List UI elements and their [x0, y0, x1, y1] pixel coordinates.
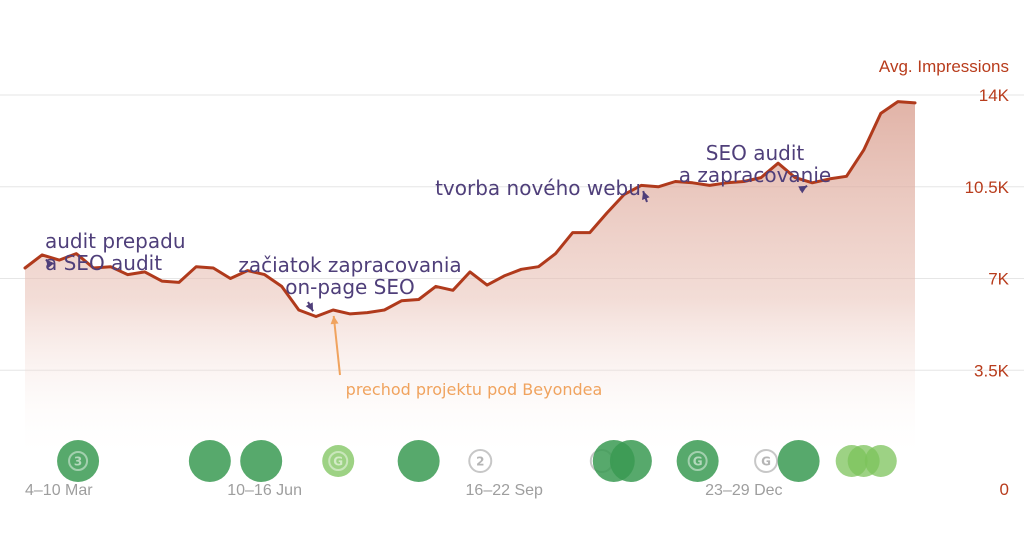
event-marker: [240, 440, 283, 482]
annotation-arrowhead: [45, 259, 55, 269]
annotation-text: audit prepadu: [45, 229, 186, 253]
event-marker-circle: [754, 449, 779, 473]
y-axis-title: Avg. Impressions: [879, 57, 1009, 76]
event-markers: 3 G 2 G G: [57, 440, 897, 482]
event-marker-label: G: [693, 455, 703, 469]
impressions-line: [23, 100, 917, 318]
event-marker: G: [754, 449, 779, 473]
impressions-area: [25, 101, 915, 462]
event-marker-label: 3: [74, 455, 82, 469]
annotation-arrow: [332, 315, 341, 376]
event-marker-circle: [864, 445, 897, 477]
y-tick-label: 7K: [988, 270, 1009, 289]
annotation-text: SEO audit: [706, 141, 805, 165]
annotation-text: a zapracovanie: [679, 163, 831, 187]
annotation-arrowhead: [305, 302, 314, 312]
annotation-text: tvorba nového webu: [435, 176, 641, 200]
annotation-arrowhead: [798, 185, 808, 194]
event-marker-circle: [777, 440, 820, 482]
event-marker-circle: [188, 440, 231, 482]
x-tick-label: 10–16 Jun: [227, 482, 302, 499]
x-tick-label: 23–29 Dec: [705, 482, 782, 499]
y-axis: 0 3.5K 7K 10.5K 14K: [965, 86, 1010, 499]
annotation-text: a SEO audit: [45, 251, 162, 275]
event-marker: [864, 445, 897, 477]
annotation-text: začiatok zapracovania: [238, 253, 461, 277]
event-marker-circle: [676, 440, 719, 482]
event-marker: 2: [468, 449, 493, 473]
y-tick-label: 10.5K: [965, 178, 1010, 197]
event-marker-circle: [322, 445, 355, 477]
event-marker: [397, 440, 440, 482]
event-marker: G: [676, 440, 719, 482]
event-marker-ring: [687, 451, 708, 471]
x-axis: 4–10 Mar 10–16 Jun 16–22 Sep 23–29 Dec: [25, 482, 783, 499]
event-marker: G: [322, 445, 355, 477]
event-marker-ring: [68, 451, 89, 471]
x-tick-label: 16–22 Sep: [466, 482, 544, 499]
annotation-arrowhead: [330, 315, 339, 325]
event-marker: [188, 440, 231, 482]
annotation: tvorba nového webu: [435, 176, 650, 203]
event-marker: [609, 440, 652, 482]
event-marker-circle: [240, 440, 283, 482]
y-tick-label: 3.5K: [974, 361, 1010, 380]
event-marker-label: G: [333, 455, 343, 469]
y-tick-label: 0: [1000, 480, 1009, 499]
annotation-text: prechod projektu pod Beyondea: [346, 380, 603, 399]
event-marker-label: G: [761, 455, 771, 469]
annotation-arrowhead: [642, 191, 650, 200]
annotation-text: on-page SEO: [285, 275, 415, 299]
event-marker-circle: [609, 440, 652, 482]
event-marker-circle: [468, 449, 493, 473]
event-marker-circle: [397, 440, 440, 482]
event-marker: [777, 440, 820, 482]
event-marker-label: 2: [476, 455, 484, 469]
event-marker-ring: [328, 451, 349, 471]
event-marker: 3: [57, 440, 100, 482]
event-marker-circle: [57, 440, 100, 482]
x-tick-label: 4–10 Mar: [25, 482, 93, 499]
annotation: prechod projektu pod Beyondea: [330, 315, 603, 399]
y-tick-label: 14K: [979, 86, 1010, 105]
